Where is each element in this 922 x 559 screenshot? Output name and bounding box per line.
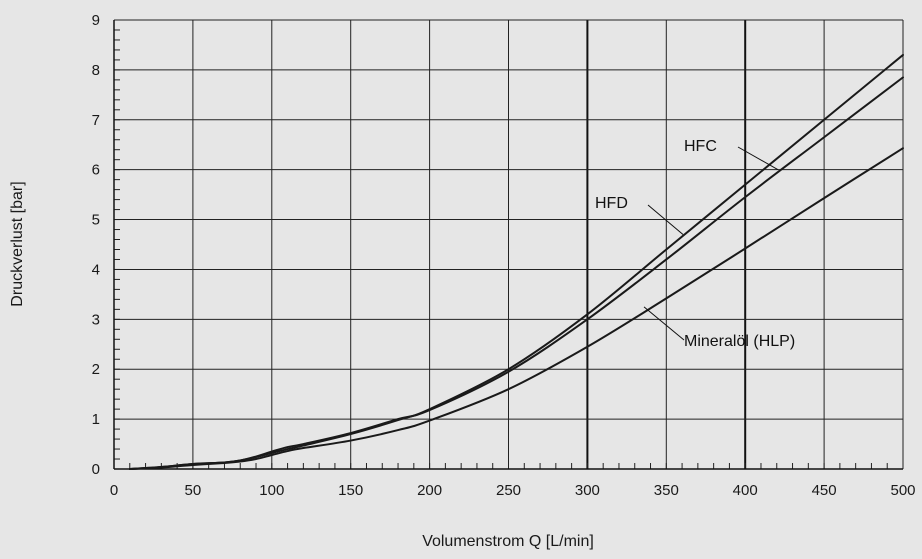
x-tick-label: 300 xyxy=(575,482,600,499)
x-tick-label: 50 xyxy=(185,482,202,499)
annotation-leader xyxy=(647,204,684,235)
y-tick-label: 1 xyxy=(92,411,100,428)
y-tick-label: 4 xyxy=(92,261,100,278)
ticks-layer: 0 50 100 150 200 250 300 350 400 450 500 0 1 2 3 4 5 6 7 8 9 xyxy=(92,12,916,499)
x-tick-label: 250 xyxy=(496,482,521,499)
x-tick-label: 200 xyxy=(417,482,442,499)
annotation-leader xyxy=(643,306,685,341)
x-tick-label: 350 xyxy=(654,482,679,499)
y-tick-label: 5 xyxy=(92,212,100,229)
series-label: HFC xyxy=(684,138,717,155)
y-tick-label: 9 xyxy=(92,12,100,29)
series-layer xyxy=(128,53,904,470)
x-tick-label: 500 xyxy=(890,482,915,499)
series-label: Mineralöl (HLP) xyxy=(684,333,795,350)
annotation-leader xyxy=(737,146,779,171)
y-tick-label: 3 xyxy=(92,311,100,328)
y-tick-label: 6 xyxy=(92,162,100,179)
series-label: HFD xyxy=(595,195,628,212)
y-tick-label: 0 xyxy=(92,461,100,478)
x-tick-label: 150 xyxy=(338,482,363,499)
series-line-2 xyxy=(128,147,904,470)
y-tick-label: 7 xyxy=(92,112,100,129)
x-tick-label: 400 xyxy=(733,482,758,499)
x-tick-label: 450 xyxy=(812,482,837,499)
grid-layer xyxy=(113,19,904,470)
x-tick-label: 0 xyxy=(110,482,118,499)
annotation-layer: HFC HFD Mineralöl (HLP) xyxy=(595,138,795,350)
x-axis-title: Volumenstrom Q [L/min] xyxy=(422,533,594,550)
y-axis-title: Druckverlust [bar] xyxy=(9,181,26,306)
x-tick-label: 100 xyxy=(259,482,284,499)
y-tick-label: 2 xyxy=(92,361,100,378)
y-tick-label: 8 xyxy=(92,62,100,79)
